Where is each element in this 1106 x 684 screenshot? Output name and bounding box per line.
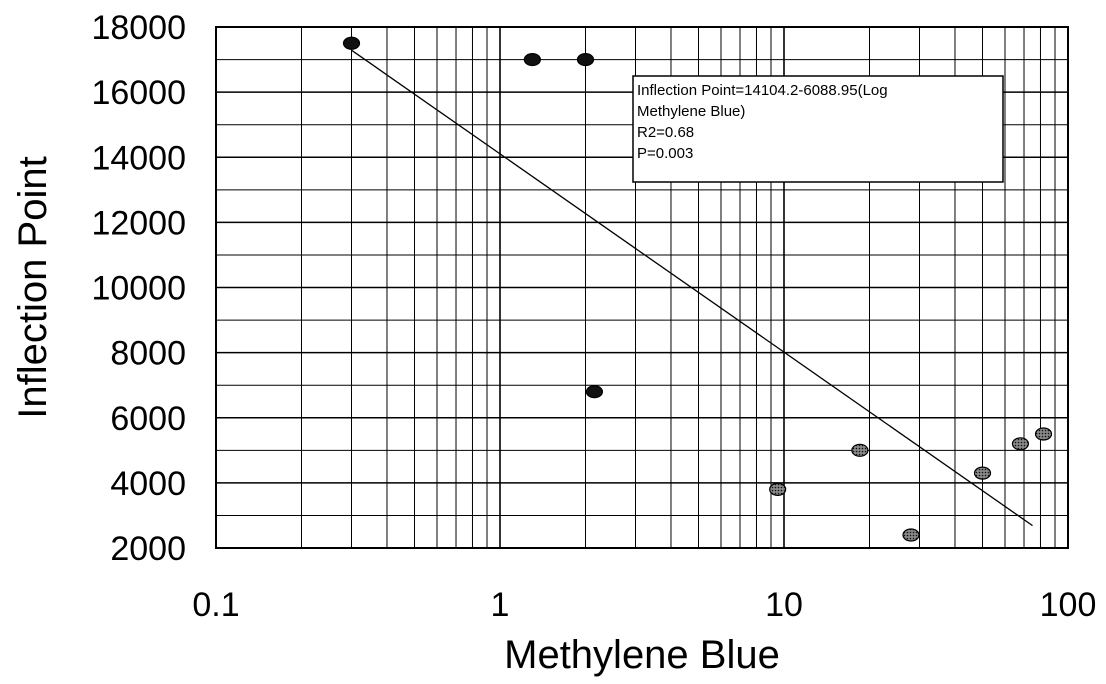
x-tick-label: 10 bbox=[765, 586, 803, 624]
y-tick-label: 10000 bbox=[91, 270, 186, 308]
data-point-3 bbox=[576, 52, 595, 67]
data-point-9 bbox=[1011, 437, 1030, 451]
y-tick-label: 18000 bbox=[91, 9, 186, 47]
x-tick-label: 100 bbox=[1040, 586, 1097, 624]
y-tick-label: 14000 bbox=[91, 139, 186, 177]
annotation-line-equation: Inflection Point=14104.2-6088.95(Log bbox=[637, 82, 888, 99]
y-axis-title: Inflection Point bbox=[11, 156, 55, 418]
annotation-line-p: P=0.003 bbox=[637, 145, 693, 162]
y-tick-label: 8000 bbox=[110, 335, 186, 373]
y-tick-labels: 2000 4000 6000 8000 10000 12000 14000 16000 1800… bbox=[91, 9, 186, 568]
annotation-line-equation-cont: Methylene Blue) bbox=[637, 103, 745, 120]
x-tick-label: 0.1 bbox=[192, 586, 239, 624]
plot-frame bbox=[215, 26, 1069, 549]
y-tick-label: 6000 bbox=[110, 400, 186, 438]
annotation-box: Inflection Point=14104.2-6088.95(Log Met… bbox=[632, 75, 1004, 183]
data-point-2 bbox=[523, 52, 541, 67]
x-tick-labels: 0.1 1 10 100 bbox=[192, 586, 1096, 624]
regression-line bbox=[351, 49, 1033, 527]
y-tick-label: 2000 bbox=[110, 530, 186, 568]
x-tick-label: 1 bbox=[491, 586, 510, 624]
y-tick-label: 16000 bbox=[91, 74, 186, 112]
x-axis-title: Methylene Blue bbox=[504, 633, 780, 677]
data-point-10 bbox=[1034, 427, 1053, 441]
points-layer bbox=[342, 36, 1053, 542]
regression-layer bbox=[351, 49, 1033, 527]
data-point-6 bbox=[851, 443, 869, 457]
data-point-1 bbox=[342, 36, 361, 50]
data-point-5 bbox=[769, 482, 787, 496]
annotation-line-r2: R2=0.68 bbox=[637, 124, 694, 141]
data-point-7 bbox=[902, 528, 920, 542]
y-tick-label: 12000 bbox=[91, 204, 186, 242]
annotation-rect bbox=[632, 75, 1004, 183]
data-point-8 bbox=[973, 466, 992, 480]
y-tick-label: 4000 bbox=[110, 465, 186, 503]
data-point-4 bbox=[585, 385, 604, 399]
